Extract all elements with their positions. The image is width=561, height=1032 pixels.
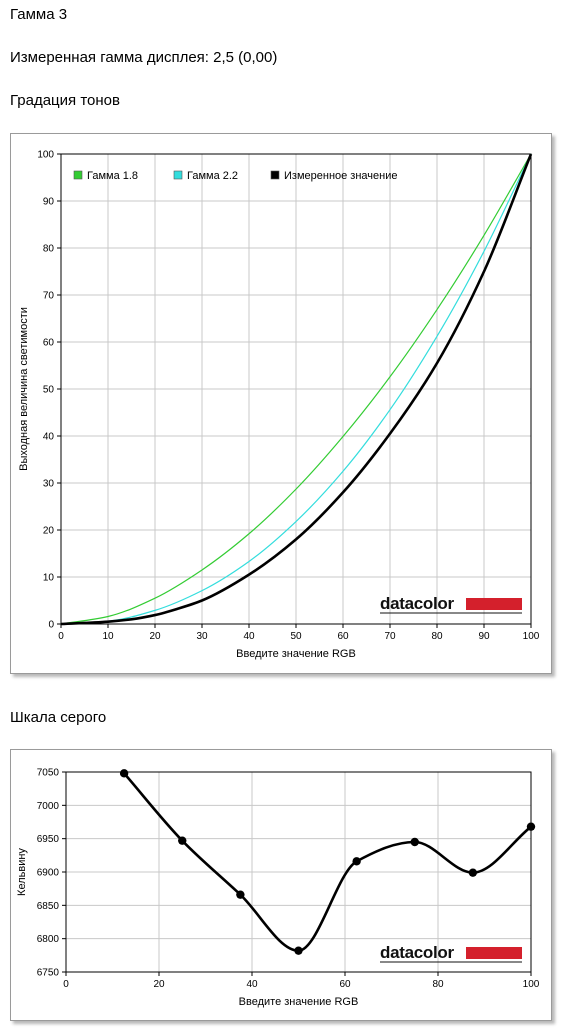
tone-chart-panel: 0 10 20 30 40 50 60 70 80 90 100 0 10 20 30 40 50 60 70 80 9… [10,133,552,674]
x-tick-label: 30 [196,631,208,642]
x-tick-label: 40 [243,631,255,642]
y-tick-label: 10 [43,573,55,584]
x-tick-label: 60 [337,631,349,642]
x-tick-label: 50 [290,631,302,642]
y-tick-label: 40 [43,432,55,443]
x-tick-label: 40 [246,979,258,990]
y-tick-label: 7050 [37,768,60,779]
x-tick-label: 10 [102,631,114,642]
plot-frame [65,771,532,973]
grayscale-chart: 0 20 40 60 80 100 6750 6800 6850 6900 6950 7000 7050… [16,768,540,1009]
x-tick-label: 80 [431,631,443,642]
x-tick-label: 100 [523,631,540,642]
datacolor-logo-text: datacolor [380,594,455,613]
y-tick-label: 100 [37,150,54,161]
x-tick-label: 20 [149,631,161,642]
y-axis-label: Кельвину [16,848,28,896]
datacolor-logo-text: datacolor [380,943,455,962]
y-tick-label: 6900 [37,868,60,879]
legend-label: Гамма 2.2 [187,170,238,182]
y-tick-label: 50 [43,385,55,396]
legend-swatch [73,170,83,180]
datacolor-logo-bar [466,598,522,610]
datacolor-logo-bar [466,947,522,959]
legend-swatch [173,170,183,180]
series-line-3 [60,153,533,626]
x-tick-label: 0 [58,631,64,642]
page-title: Гамма 3 [10,6,68,23]
data-point-marker [236,890,245,899]
y-tick-label: 0 [48,620,54,631]
x-tick-label: 0 [63,979,69,990]
tone-gradation-heading: Градация тонов [10,92,120,109]
y-tick-label: 60 [43,338,55,349]
data-point-marker [526,822,536,831]
y-tick-label: 7000 [37,801,60,812]
data-point-marker [119,769,129,778]
plot-frame [60,153,532,625]
grayscale-chart-panel: 0 20 40 60 80 100 6750 6800 6850 6900 6950 7000 7050… [10,749,552,1021]
x-axis-label: Введите значение RGB [239,996,359,1008]
data-point-marker [410,837,419,847]
legend-swatch [270,170,280,180]
y-tick-label: 80 [43,244,55,255]
x-tick-label: 80 [432,979,444,990]
y-tick-label: 30 [43,479,55,490]
data-point-marker [294,946,303,955]
y-tick-label: 6950 [37,834,60,845]
y-tick-label: 70 [43,291,55,302]
x-tick-label: 100 [523,979,540,990]
legend-label: Гамма 1.8 [87,170,138,182]
x-tick-label: 90 [478,631,490,642]
y-tick-label: 6750 [37,968,60,979]
y-tick-label: 6850 [37,901,60,912]
grayscale-heading: Шкала серого [10,709,107,726]
x-tick-label: 60 [339,979,351,990]
x-tick-label: 20 [153,979,165,990]
data-point-marker [178,836,187,845]
y-axis-label: Выходная величина светимости [18,307,30,471]
series-line-1 [123,772,532,952]
data-point-marker [468,868,478,877]
x-axis-label: Введите значение RGB [236,648,356,660]
y-tick-label: 90 [43,197,55,208]
series-line-2 [60,153,532,625]
legend-label: Измеренное значение [284,170,398,182]
measured-gamma-text: Измеренная гамма дисплея: 2,5 (0,00) [10,49,278,66]
tone-gradation-chart: 0 10 20 30 40 50 60 70 80 90 100 0 10 20 30 40 50 60 70 80 9… [18,150,540,661]
data-point-marker [352,857,361,866]
series-line-1 [60,153,532,625]
x-tick-label: 70 [384,631,396,642]
y-tick-label: 6800 [37,934,60,945]
y-tick-label: 20 [43,526,55,537]
